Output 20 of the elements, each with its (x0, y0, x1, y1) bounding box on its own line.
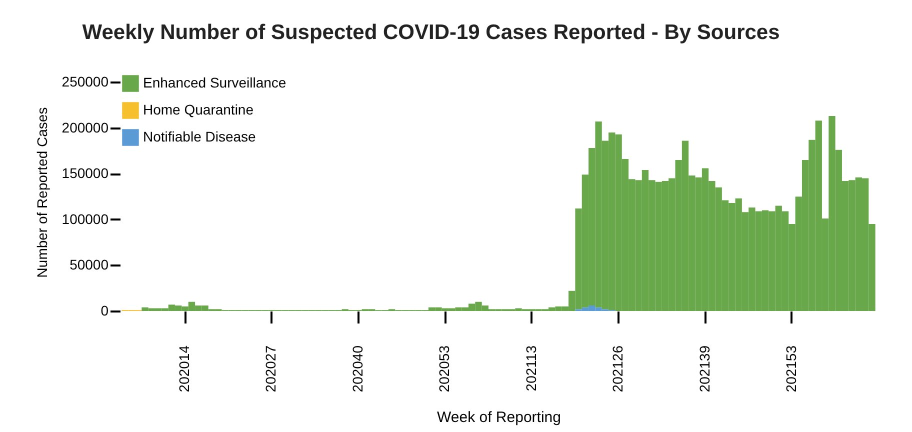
x-tick-label: 202139 (696, 345, 712, 392)
chart-title: Weekly Number of Suspected COVID-19 Cases Reported - By Sources (82, 21, 780, 44)
x-tick-label: 202027 (262, 345, 279, 392)
x-tick-label: 202113 (522, 345, 539, 392)
y-axis-title: Number of Reported Cases (34, 107, 50, 278)
x-tick-label: 202153 (782, 345, 799, 392)
x-tick-label: 202040 (349, 345, 366, 392)
legend-label: Home Quarantine (143, 102, 254, 118)
y-tick-label: 100000 (62, 210, 109, 227)
x-tick-label: 202053 (436, 345, 452, 392)
x-axis-title: Week of Reporting (437, 409, 561, 426)
y-tick-label: 50000 (70, 256, 109, 273)
legend-label: Notifiable Disease (143, 128, 256, 144)
x-tick-label: 202126 (610, 345, 626, 392)
x-tick-label: 202014 (176, 345, 192, 392)
y-tick-label: 0 (100, 302, 109, 318)
y-tick-label: 250000 (62, 74, 109, 90)
legend-label: Enhanced Surveillance (143, 74, 286, 90)
y-tick-label: 200000 (62, 119, 109, 136)
y-tick-label: 150000 (62, 165, 109, 182)
